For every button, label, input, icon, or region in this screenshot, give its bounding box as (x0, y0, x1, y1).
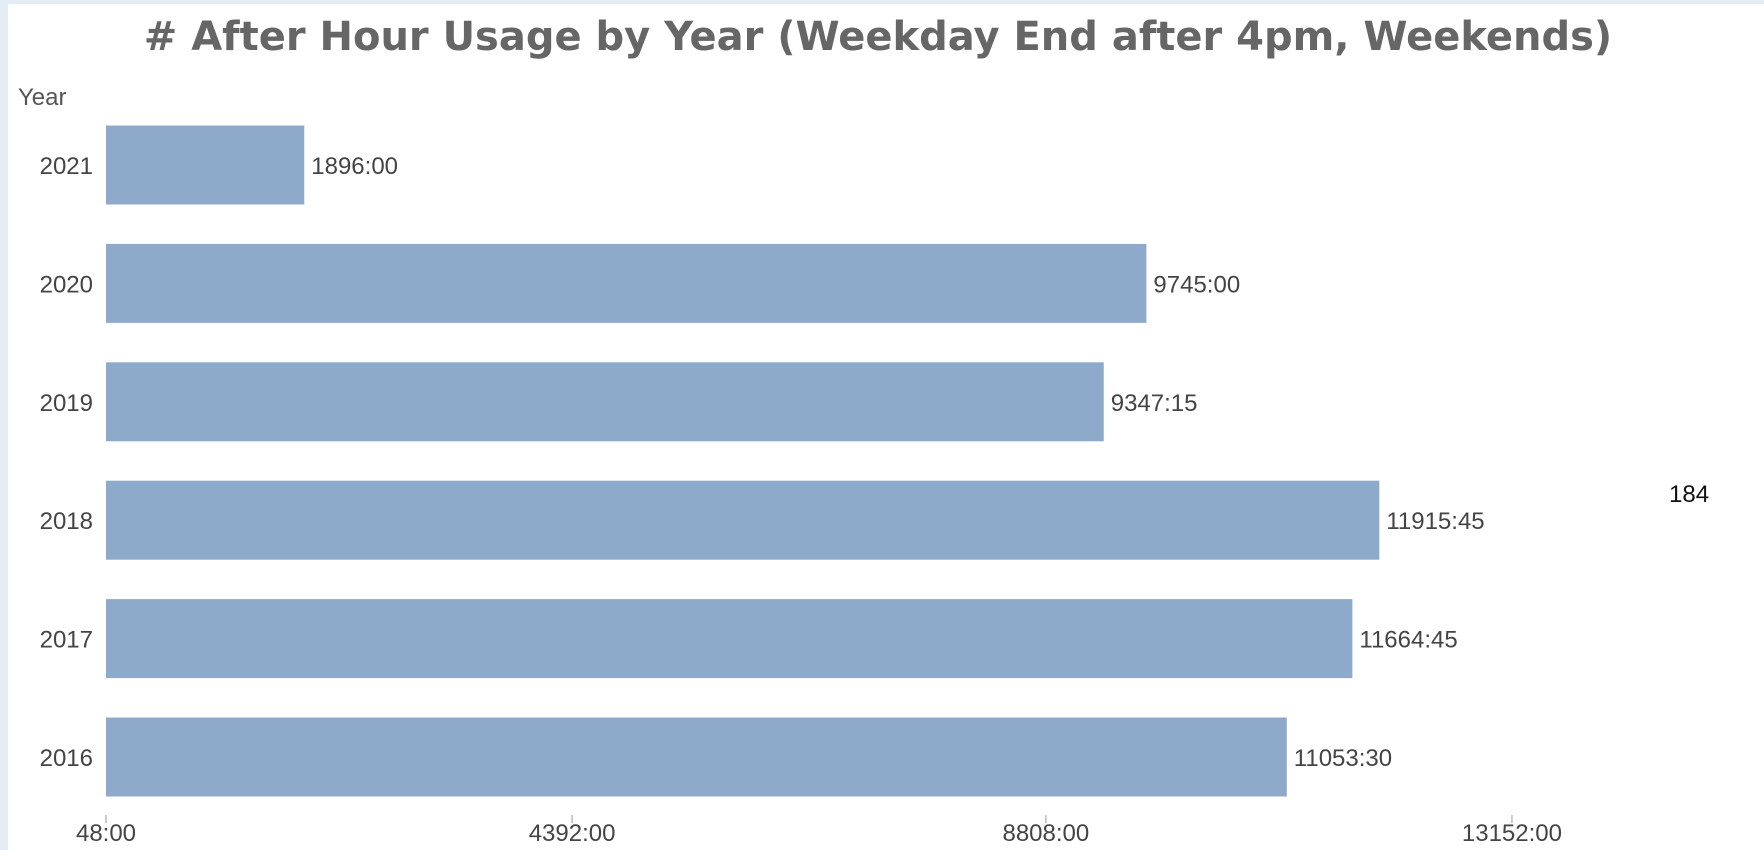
bar-2021 (106, 125, 305, 205)
value-label-2017: 11664:45 (1359, 627, 1457, 654)
value-label-2016: 11053:30 (1294, 745, 1392, 772)
y-axis-title: Year (18, 84, 67, 111)
bar-2017 (106, 599, 1353, 679)
chart-title: # After Hour Usage by Year (Weekday End … (143, 14, 1613, 60)
value-label-2020: 9745:00 (1153, 271, 1240, 298)
stray-label: 184 (1669, 481, 1710, 508)
category-label-2021: 2021 (40, 153, 93, 180)
category-label-2017: 2017 (40, 627, 93, 654)
bar-2016 (106, 717, 1287, 797)
bar-2020 (106, 243, 1147, 323)
value-label-2018: 11915:45 (1386, 508, 1484, 535)
value-label-2019: 9347:15 (1111, 390, 1198, 417)
x-tick-label: 48:00 (76, 820, 136, 847)
x-tick-label: 13152:00 (1462, 820, 1562, 847)
x-tick-label: 8808:00 (1002, 820, 1089, 847)
bar-2018 (106, 480, 1380, 560)
bar-2019 (106, 362, 1104, 442)
category-label-2016: 2016 (40, 745, 93, 772)
x-tick-label: 4392:00 (529, 820, 616, 847)
category-label-2018: 2018 (40, 508, 93, 535)
value-label-2021: 1896:00 (311, 153, 398, 180)
category-label-2020: 2020 (40, 271, 93, 298)
category-label-2019: 2019 (40, 390, 93, 417)
